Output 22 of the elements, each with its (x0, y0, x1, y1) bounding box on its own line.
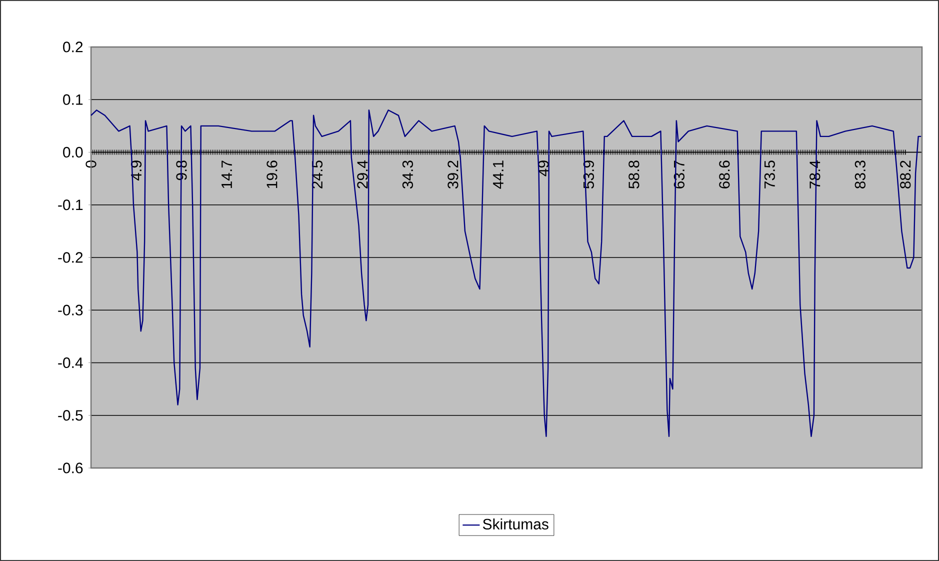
x-tick-label: 44.1 (493, 160, 504, 189)
y-tick-label: -0.1 (58, 200, 83, 210)
legend-label: Skirtumas (482, 518, 548, 530)
y-tick-label: 0.1 (63, 94, 83, 105)
x-tick-label: 83.3 (854, 160, 866, 188)
x-tick-label: 58.8 (628, 160, 640, 189)
x-tick-label: 73.5 (764, 160, 775, 188)
y-tick-label: -0.3 (58, 304, 83, 316)
x-tick-label: 19.6 (266, 160, 278, 188)
y-tick-label: 0.2 (63, 42, 83, 52)
y-tick-label: -0.6 (58, 462, 83, 474)
x-tick-label: 34.3 (402, 160, 414, 189)
y-tick-label: -0.4 (58, 357, 83, 368)
x-tick-label: 39.2 (448, 160, 458, 189)
y-tick-label: -0.5 (58, 410, 83, 421)
x-tick-label: 88.2 (900, 160, 911, 188)
x-tick-label: 14.7 (222, 160, 232, 188)
y-tick-label: -0.2 (58, 252, 83, 263)
y-tick-label: 0.0 (63, 146, 83, 158)
x-tick-label: 29.4 (357, 160, 368, 188)
x-tick-label: 9.8 (176, 160, 187, 180)
x-tick-label: 68.6 (719, 160, 730, 188)
